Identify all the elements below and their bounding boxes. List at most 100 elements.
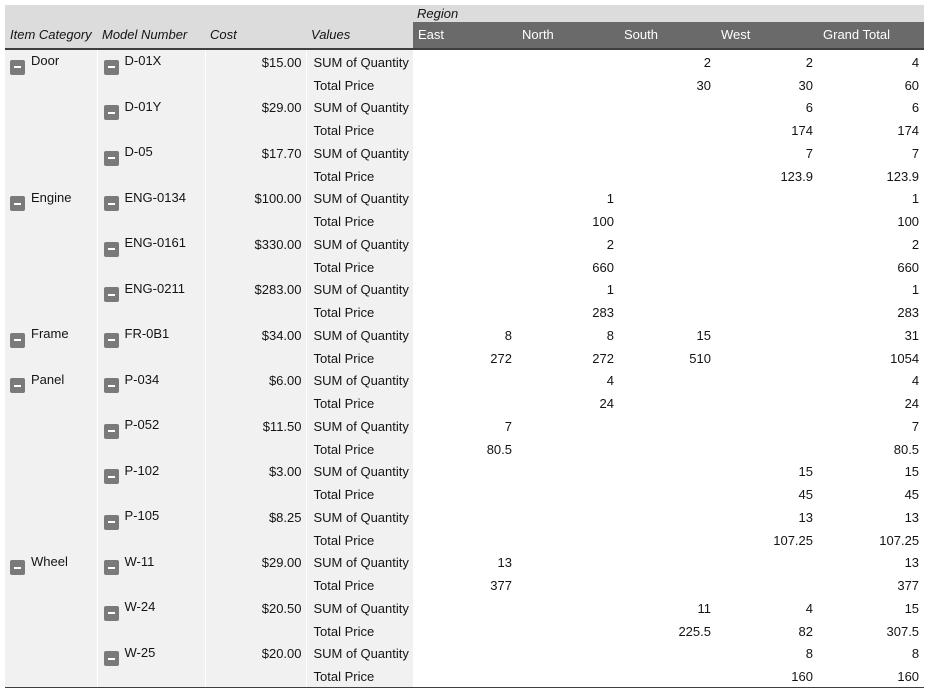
- category-cell: Door: [5, 49, 98, 75]
- collapse-button[interactable]: [103, 423, 119, 439]
- minus-icon: [14, 566, 21, 569]
- cost-cell: [205, 620, 307, 642]
- collapse-button[interactable]: [103, 560, 119, 575]
- model-cell: W-25: [97, 641, 206, 666]
- collapse-button[interactable]: [103, 332, 119, 348]
- category-label: Wheel: [31, 553, 68, 569]
- category-cell: [5, 484, 98, 505]
- collapse-button[interactable]: [103, 105, 119, 120]
- collapse-button[interactable]: [103, 514, 119, 530]
- value-cell: [619, 302, 716, 323]
- cost-cell: $15.00: [205, 49, 307, 75]
- minus-icon: [107, 293, 115, 296]
- value-cell: [619, 277, 716, 302]
- cost-cell: $283.00: [205, 277, 307, 302]
- value-cell: 7: [716, 141, 818, 166]
- value-cell: 7: [413, 414, 517, 439]
- cost-cell: $100.00: [205, 186, 307, 211]
- category-cell: Wheel: [5, 550, 98, 575]
- header-item-category: Item Category: [5, 22, 97, 50]
- price-row: Total Price 174 174: [5, 120, 925, 141]
- value-cell: [716, 256, 818, 278]
- collapse-button[interactable]: [103, 651, 119, 666]
- value-cell: 4: [818, 368, 925, 393]
- value-cell: [517, 505, 619, 530]
- collapse-button[interactable]: [103, 150, 119, 166]
- value-cell: 15: [619, 323, 716, 348]
- value-cell: [517, 95, 619, 120]
- collapse-button[interactable]: [103, 378, 119, 393]
- collapse-button[interactable]: [10, 59, 25, 75]
- minus-icon: [107, 430, 115, 432]
- model-cell: [97, 211, 206, 232]
- quantity-row: P-052 $11.50 SUM of Quantity 7 7: [5, 414, 925, 439]
- value-cell: [619, 484, 716, 505]
- cost-cell: $29.00: [205, 95, 307, 120]
- category-cell: [5, 347, 98, 369]
- header-values: Values: [306, 22, 413, 50]
- collapse-button[interactable]: [103, 469, 119, 484]
- collapse-button[interactable]: [103, 287, 119, 302]
- value-cell: 8: [716, 641, 818, 666]
- model-label: P-052: [124, 417, 160, 432]
- collapse-button[interactable]: [103, 241, 119, 257]
- collapse-button[interactable]: [10, 560, 25, 575]
- value-cell: [413, 277, 517, 302]
- minus-icon: [107, 657, 115, 660]
- minus-icon: [107, 384, 115, 387]
- value-cell: 80.5: [818, 438, 925, 460]
- collapse-button[interactable]: [103, 196, 119, 211]
- collapse-button[interactable]: [103, 605, 119, 621]
- quantity-row: Wheel W-11 $29.00 SUM of Quantity 13 13: [5, 550, 925, 575]
- model-cell: ENG-0134: [97, 186, 206, 211]
- value-cell: [716, 302, 818, 323]
- minus-icon: [14, 202, 21, 205]
- category-cell: [5, 596, 98, 621]
- collapse-button[interactable]: [103, 59, 119, 75]
- value-cell: [619, 95, 716, 120]
- category-label: Panel: [31, 371, 65, 387]
- value-label-cell: Total Price: [306, 484, 413, 505]
- value-cell: 2: [716, 49, 818, 75]
- category-cell: [5, 302, 98, 323]
- collapse-button[interactable]: [10, 378, 25, 393]
- value-cell: 4: [517, 368, 619, 393]
- value-cell: [619, 459, 716, 484]
- value-cell: [517, 596, 619, 621]
- value-cell: [517, 414, 619, 439]
- value-label-cell: Total Price: [306, 575, 413, 596]
- model-label: D-01X: [124, 53, 162, 68]
- model-cell: P-034: [97, 368, 206, 393]
- model-cell: [97, 347, 206, 369]
- collapse-button[interactable]: [10, 196, 25, 211]
- category-cell: [5, 641, 98, 666]
- value-cell: [619, 165, 716, 187]
- value-cell: [413, 368, 517, 393]
- model-label: ENG-0134: [124, 189, 186, 205]
- value-label-cell: SUM of Quantity: [306, 49, 413, 75]
- value-cell: [716, 393, 818, 414]
- region-label-row: Region: [5, 5, 925, 22]
- model-cell: [97, 575, 206, 596]
- value-cell: [619, 414, 716, 439]
- value-cell: [413, 393, 517, 414]
- value-cell: 2: [619, 49, 716, 75]
- value-cell: 160: [818, 666, 925, 688]
- value-cell: [517, 165, 619, 187]
- value-cell: [517, 484, 619, 505]
- model-cell: [97, 302, 206, 323]
- price-row: Total Price 80.5 80.5: [5, 438, 925, 460]
- value-cell: [413, 186, 517, 211]
- value-label-cell: Total Price: [306, 256, 413, 278]
- value-cell: [716, 414, 818, 439]
- price-row: Total Price 283 283: [5, 302, 925, 323]
- value-label-cell: SUM of Quantity: [306, 368, 413, 393]
- value-cell: 377: [413, 575, 517, 596]
- value-cell: [716, 211, 818, 232]
- value-cell: 2: [517, 232, 619, 257]
- value-cell: 1: [517, 277, 619, 302]
- category-cell: [5, 232, 98, 257]
- cost-cell: $3.00: [205, 459, 307, 484]
- value-cell: 660: [517, 256, 619, 278]
- collapse-button[interactable]: [10, 332, 25, 348]
